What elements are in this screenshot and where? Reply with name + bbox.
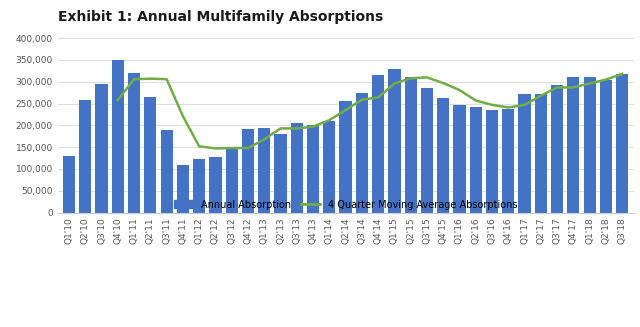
Bar [193, 159, 205, 213]
Bar [518, 94, 531, 213]
Bar [339, 101, 352, 213]
Bar [502, 109, 515, 213]
Bar [112, 60, 124, 213]
Bar [275, 134, 287, 213]
Bar [356, 93, 368, 213]
Bar [421, 88, 433, 213]
Bar [470, 107, 482, 213]
Bar [323, 121, 335, 213]
Bar [486, 110, 498, 213]
Bar [242, 129, 254, 213]
Bar [79, 100, 92, 213]
Bar [95, 84, 108, 213]
Bar [307, 125, 319, 213]
Bar [616, 74, 628, 213]
Bar [258, 128, 270, 213]
Bar [567, 77, 579, 213]
Bar [535, 94, 547, 213]
Text: Exhibit 1: Annual Multifamily Absorptions: Exhibit 1: Annual Multifamily Absorption… [58, 10, 383, 24]
Bar [372, 75, 384, 213]
Bar [128, 73, 140, 213]
Bar [209, 157, 221, 213]
Bar [291, 123, 303, 213]
Bar [144, 97, 156, 213]
Bar [453, 105, 466, 213]
Legend: Annual Absorption, 4 Quarter Moving Average Absorptions: Annual Absorption, 4 Quarter Moving Aver… [173, 199, 518, 210]
Bar [600, 79, 612, 213]
Bar [63, 156, 75, 213]
Bar [437, 98, 449, 213]
Bar [388, 69, 401, 213]
Bar [177, 164, 189, 213]
Bar [161, 130, 173, 213]
Bar [404, 77, 417, 213]
Bar [584, 77, 596, 213]
Bar [551, 85, 563, 213]
Bar [226, 147, 238, 213]
